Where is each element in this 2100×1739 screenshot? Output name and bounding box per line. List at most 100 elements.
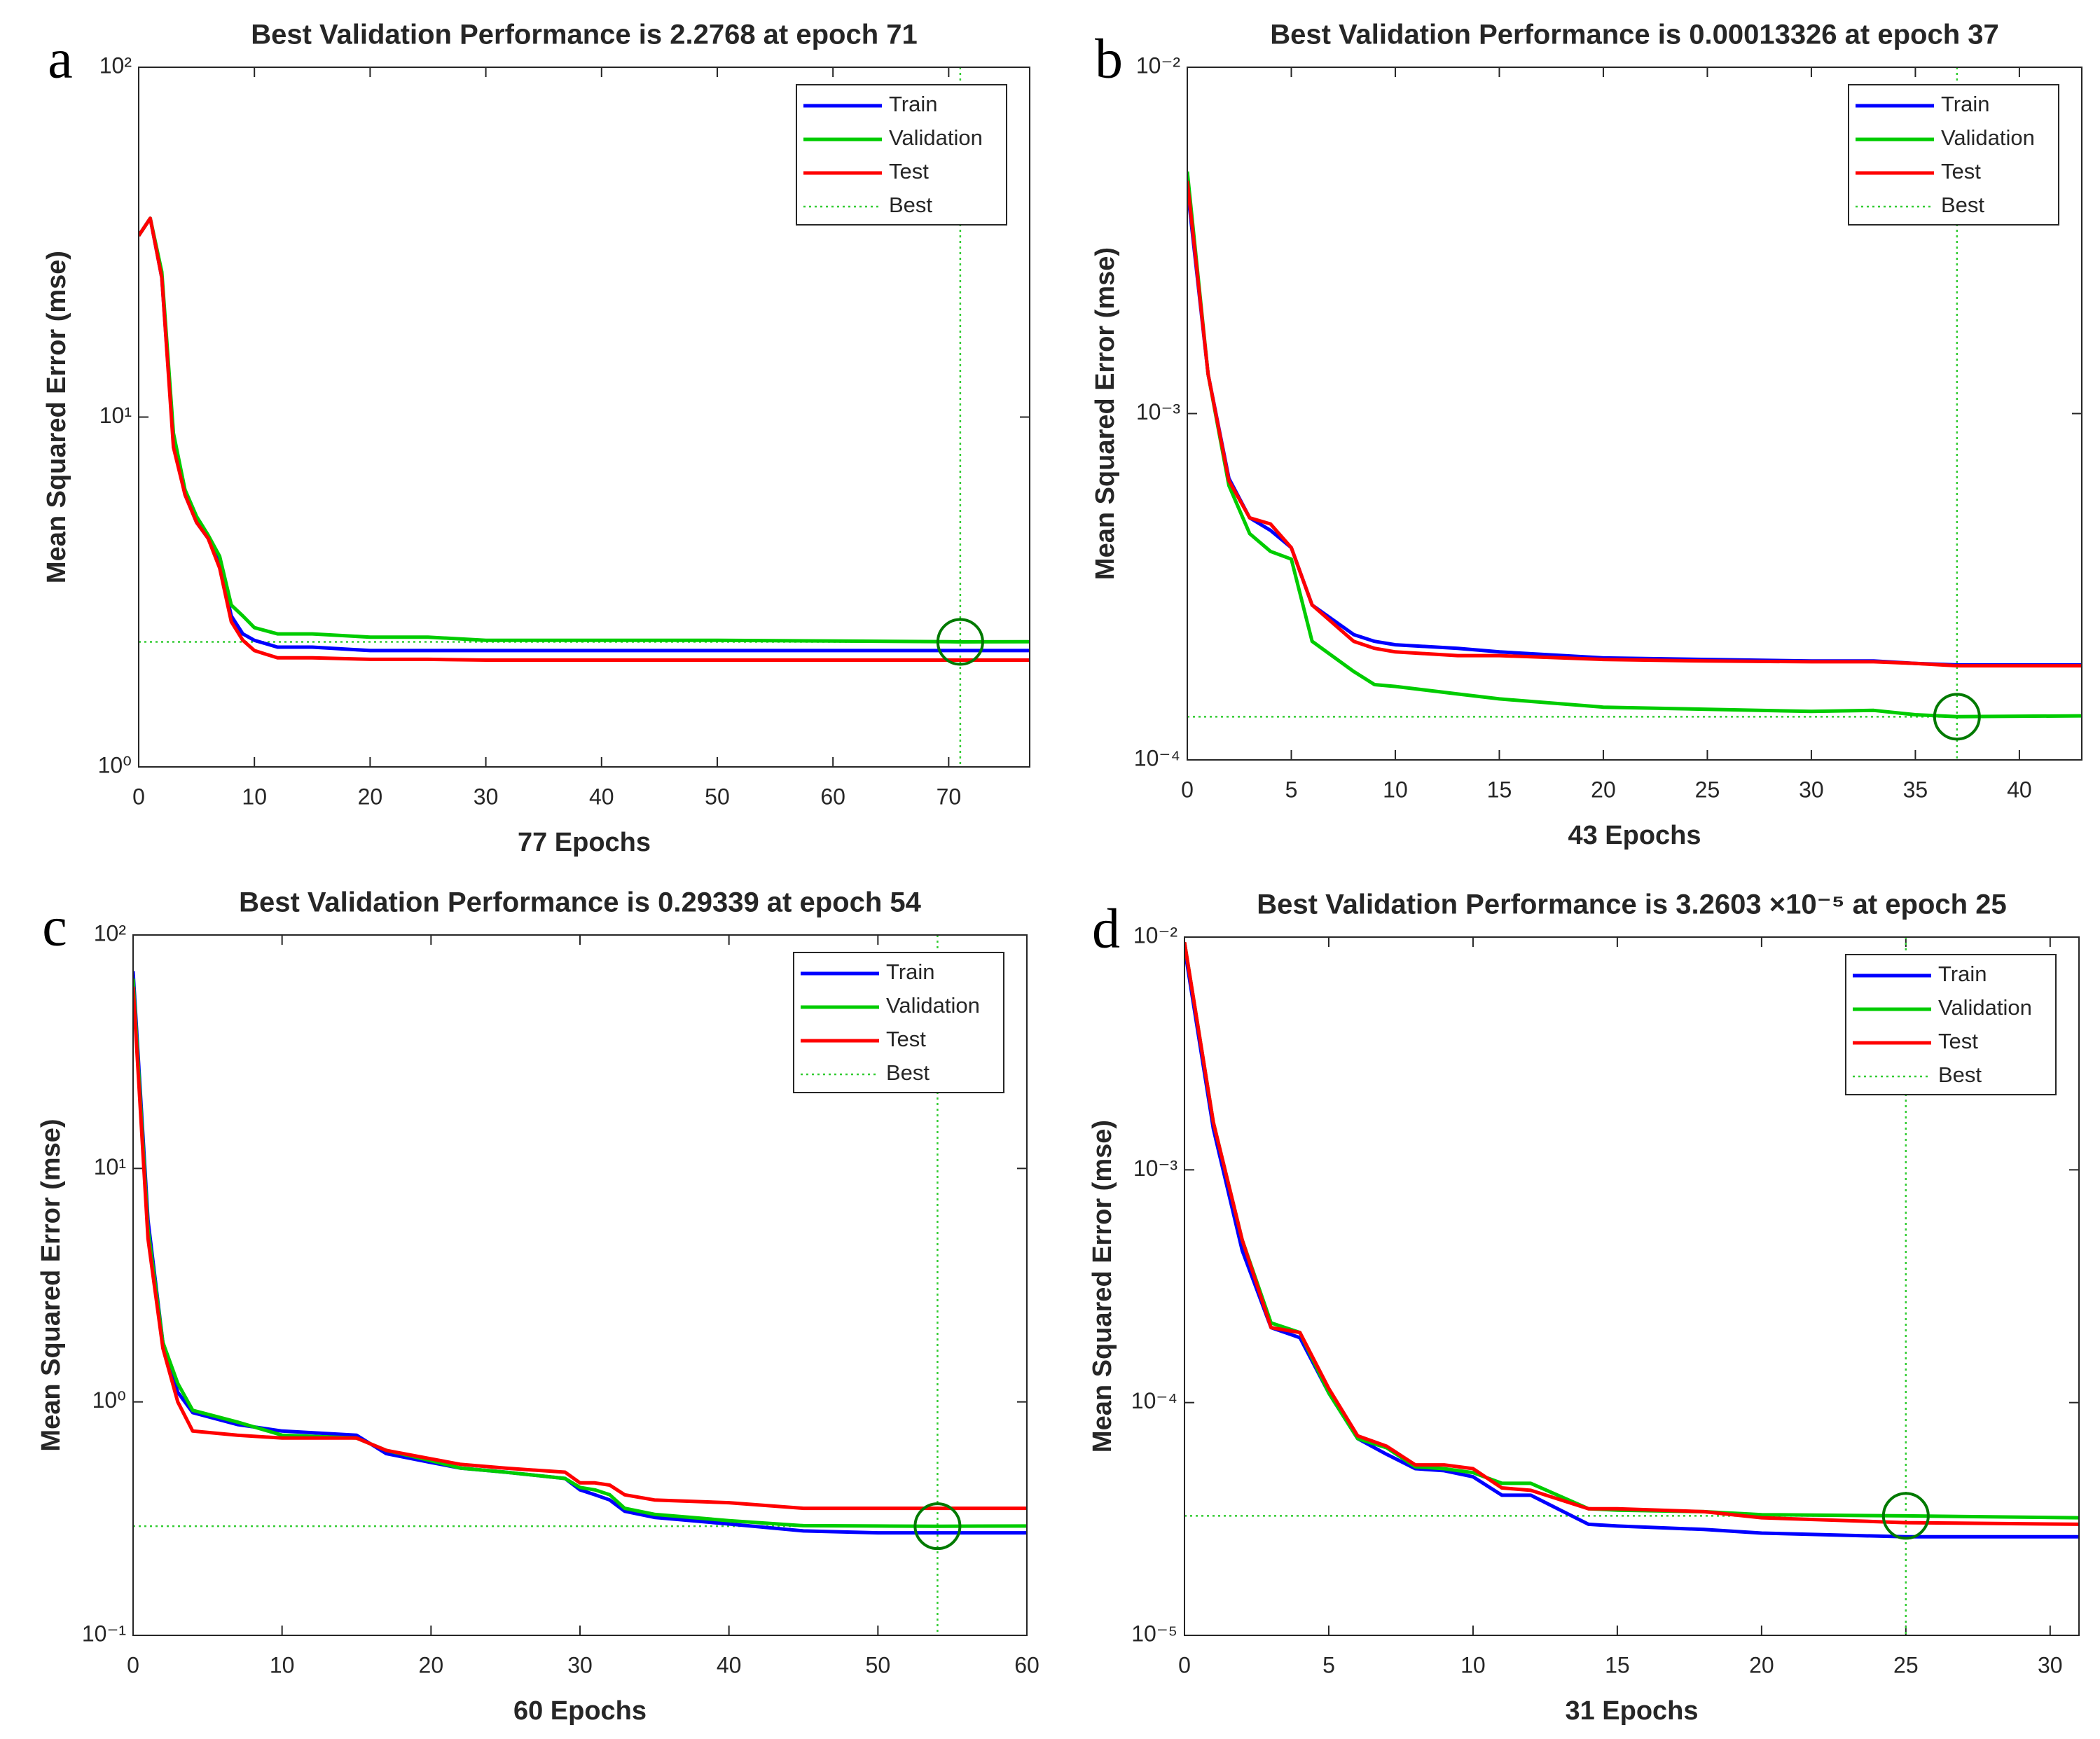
y-tick-label: 10⁻⁴: [1131, 1388, 1177, 1413]
plot-lines: [133, 935, 1027, 1635]
axes-frame: [1184, 936, 2080, 1636]
y-axis-label: Mean Squared Error (mse): [36, 1118, 66, 1451]
legend-label: Test: [1941, 159, 1981, 183]
x-tick-label: 40: [717, 1652, 742, 1677]
y-axis-label: Mean Squared Error (mse): [1091, 247, 1120, 580]
y-tick-label: 10⁻¹: [82, 1621, 126, 1646]
x-tick-label: 40: [2007, 777, 2032, 802]
x-tick-label: 15: [1605, 1652, 1630, 1677]
x-tick-label: 0: [1178, 1652, 1191, 1677]
x-tick-label: 0: [1181, 777, 1194, 802]
x-tick-label: 0: [132, 784, 145, 809]
chart-title: Best Validation Performance is 0.0001332…: [1270, 20, 1999, 50]
x-tick-label: 20: [358, 784, 383, 809]
y-axis-label: Mean Squared Error (mse): [1088, 1120, 1117, 1453]
x-tick-label: 50: [866, 1652, 891, 1677]
x-tick-label: 10: [1383, 777, 1408, 802]
legend-label: Validation: [886, 993, 980, 1018]
x-tick-label: 25: [1695, 777, 1720, 802]
x-tick-label: 20: [419, 1652, 444, 1677]
x-tick-label: 20: [1749, 1652, 1774, 1677]
x-tick-label: 70: [937, 784, 962, 809]
x-tick-label: 20: [1591, 777, 1616, 802]
y-tick-label: 10⁻²: [1133, 922, 1177, 948]
chart-title: Best Validation Performance is 0.29339 a…: [239, 887, 922, 918]
x-tick-label: 10: [1460, 1652, 1486, 1677]
chart-title: Best Validation Performance is 2.2768 at…: [251, 20, 918, 50]
legend-label: Best: [889, 193, 932, 217]
y-axis-label: Mean Squared Error (mse): [42, 251, 71, 583]
y-tick-label: 10⁻²: [1136, 53, 1180, 78]
y-tick-label: 10²: [99, 53, 132, 78]
legend-label: Train: [1941, 92, 1989, 116]
best-marker: [1933, 693, 1981, 741]
x-axis-label: 43 Epochs: [1568, 821, 1701, 850]
chart-title: Best Validation Performance is 3.2603 ×1…: [1257, 889, 2006, 920]
y-tick-label: 10¹: [99, 403, 132, 428]
legend-label: Train: [1938, 962, 1987, 986]
y-tick-label: 10⁻³: [1133, 1156, 1177, 1181]
series-line: [1184, 942, 2079, 1526]
series-line: [139, 216, 1030, 644]
subplot: Best Validation Performance is 2.2768 at…: [42, 20, 1030, 857]
x-axis-label: 60 Epochs: [513, 1696, 647, 1726]
x-tick-label: 5: [1322, 1652, 1335, 1677]
legend-label: Best: [1941, 193, 1984, 217]
x-tick-label: 10: [270, 1652, 295, 1677]
panel-letter: a: [48, 28, 73, 90]
x-tick-label: 10: [242, 784, 267, 809]
legend-label: Train: [886, 959, 934, 984]
x-tick-label: 0: [127, 1652, 139, 1677]
axes-frame: [132, 934, 1028, 1636]
x-tick-label: 30: [474, 784, 499, 809]
legend: Train Validation Test Best: [796, 84, 1007, 226]
series-line: [1187, 180, 2082, 668]
legend-box: [1845, 954, 2057, 1095]
plot-lines: [139, 67, 1030, 767]
legend-label: Validation: [1941, 125, 2035, 150]
panel-letter: d: [1092, 898, 1120, 959]
y-tick-label: 10²: [94, 920, 127, 945]
legend-label: Best: [886, 1060, 930, 1085]
x-tick-label: 30: [1799, 777, 1824, 802]
x-axis-label: 31 Epochs: [1565, 1696, 1698, 1726]
legend-label: Test: [886, 1027, 926, 1051]
y-tick-label: 10⁻⁵: [1131, 1621, 1177, 1646]
x-tick-label: 60: [820, 784, 845, 809]
legend-label: Best: [1938, 1062, 1982, 1087]
legend-label: Test: [889, 159, 929, 183]
x-tick-label: 5: [1285, 777, 1298, 802]
x-tick-label: 40: [589, 784, 614, 809]
best-marker: [936, 618, 984, 666]
subplot: Best Validation Performance is 0.29339 a…: [36, 887, 1039, 1726]
x-tick-label: 60: [1014, 1652, 1039, 1677]
y-tick-label: 10⁻⁴: [1134, 745, 1180, 770]
series-line: [139, 216, 1030, 662]
legend-box: [1848, 84, 2059, 226]
y-tick-label: 10⁰: [92, 1387, 126, 1413]
legend-label: Train: [889, 92, 937, 116]
x-tick-label: 30: [567, 1652, 593, 1677]
series-line: [133, 978, 1027, 1528]
best-marker: [913, 1502, 962, 1551]
legend-box: [793, 952, 1004, 1093]
panel-letter: c: [42, 896, 67, 957]
axes-frame: [1187, 67, 2082, 761]
plot-lines: [1187, 67, 2082, 760]
panel-letter: b: [1095, 28, 1123, 90]
subplot: Best Validation Performance is 3.2603 ×1…: [1088, 889, 2080, 1726]
best-marker: [1881, 1492, 1930, 1540]
x-tick-label: 30: [2038, 1652, 2063, 1677]
axes-frame: [138, 67, 1030, 768]
y-tick-label: 10⁻³: [1136, 399, 1180, 424]
x-axis-label: 77 Epochs: [518, 828, 651, 857]
y-tick-label: 10⁰: [98, 752, 132, 777]
legend-box: [796, 84, 1007, 226]
legend-label: Validation: [1938, 995, 2032, 1020]
legend-label: Test: [1938, 1029, 1978, 1053]
y-tick-label: 10¹: [94, 1154, 126, 1179]
plot-lines: [1184, 937, 2079, 1635]
x-tick-label: 15: [1487, 777, 1512, 802]
